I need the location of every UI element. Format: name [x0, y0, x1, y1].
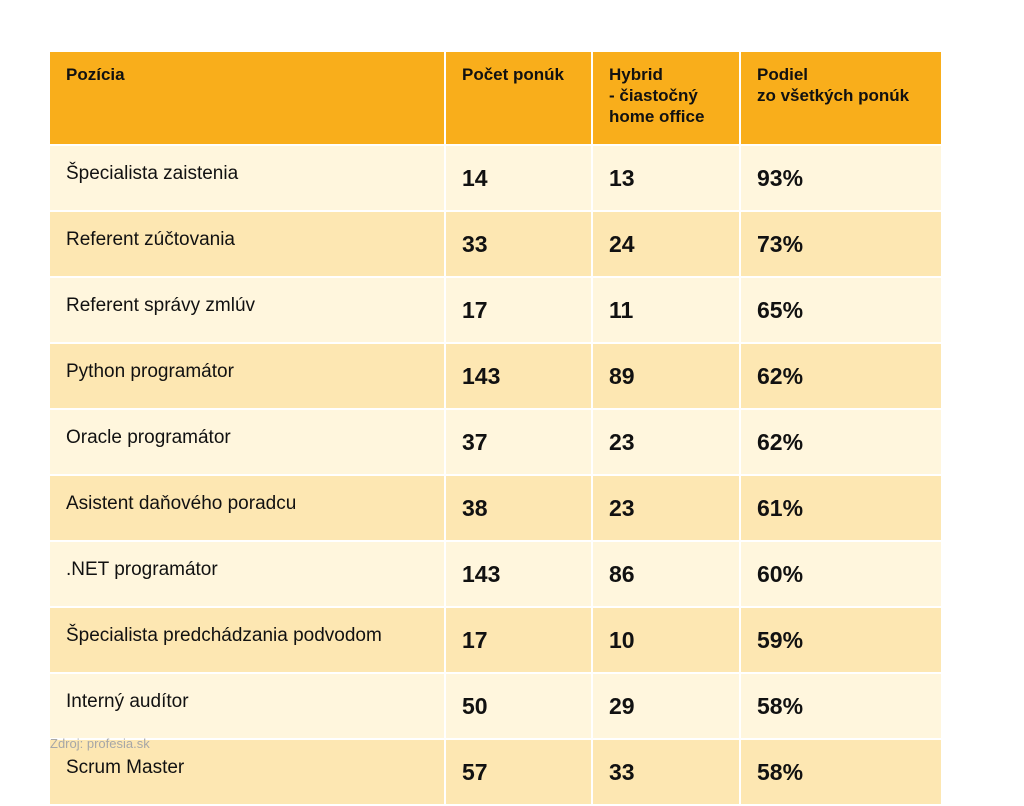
cell-share: 60% — [739, 540, 943, 608]
cell-share: 59% — [739, 606, 943, 674]
cell-offer-count: 14 — [444, 144, 593, 212]
cell-hybrid: 10 — [591, 606, 741, 674]
header-row: Pozícia Počet ponúk Hybrid - čiastočný hom… — [48, 50, 943, 146]
cell-hybrid: 23 — [591, 408, 741, 476]
table-row: .NET programátor 143 86 60% — [48, 540, 943, 608]
table-body: Špecialista zaistenia 14 13 93% Referent zúč… — [48, 144, 943, 806]
table-row: Interný audítor 50 29 58% — [48, 672, 943, 740]
cell-offer-count: 17 — [444, 606, 593, 674]
cell-share: 73% — [739, 210, 943, 278]
cell-position: Špecialista predchádzania podvodom — [48, 606, 446, 674]
cell-hybrid: 24 — [591, 210, 741, 278]
table-row: Oracle programátor 37 23 62% — [48, 408, 943, 476]
cell-share: 93% — [739, 144, 943, 212]
cell-hybrid: 11 — [591, 276, 741, 344]
cell-offer-count: 57 — [444, 738, 593, 806]
cell-offer-count: 50 — [444, 672, 593, 740]
cell-offer-count: 37 — [444, 408, 593, 476]
header-position: Pozícia — [48, 50, 446, 146]
header-offer-count: Počet ponúk — [444, 50, 593, 146]
source-note: Zdroj: profesia.sk — [50, 736, 150, 751]
cell-share: 62% — [739, 408, 943, 476]
cell-share: 58% — [739, 738, 943, 806]
cell-position: Oracle programátor — [48, 408, 446, 476]
cell-position: Asistent daňového poradcu — [48, 474, 446, 542]
cell-hybrid: 33 — [591, 738, 741, 806]
cell-hybrid: 13 — [591, 144, 741, 212]
cell-position: Referent zúčtovania — [48, 210, 446, 278]
cell-offer-count: 17 — [444, 276, 593, 344]
table-row: Referent zúčtovania 33 24 73% — [48, 210, 943, 278]
cell-hybrid: 89 — [591, 342, 741, 410]
cell-share: 65% — [739, 276, 943, 344]
cell-offer-count: 143 — [444, 342, 593, 410]
cell-position: Špecialista zaistenia — [48, 144, 446, 212]
cell-hybrid: 23 — [591, 474, 741, 542]
table-row: Python programátor 143 89 62% — [48, 342, 943, 410]
cell-offer-count: 143 — [444, 540, 593, 608]
cell-hybrid: 29 — [591, 672, 741, 740]
cell-share: 58% — [739, 672, 943, 740]
cell-offer-count: 33 — [444, 210, 593, 278]
cell-share: 62% — [739, 342, 943, 410]
data-table: Pozícia Počet ponúk Hybrid - čiastočný hom… — [48, 50, 943, 806]
header-hybrid: Hybrid - čiastočný home office — [591, 50, 741, 146]
table-row: Asistent daňového poradcu 38 23 61% — [48, 474, 943, 542]
cell-hybrid: 86 — [591, 540, 741, 608]
cell-share: 61% — [739, 474, 943, 542]
header-share: Podiel zo všetkých ponúk — [739, 50, 943, 146]
data-table-container: Pozícia Počet ponúk Hybrid - čiastočný hom… — [48, 50, 943, 806]
table-header: Pozícia Počet ponúk Hybrid - čiastočný hom… — [48, 50, 943, 146]
cell-position: Python programátor — [48, 342, 446, 410]
cell-position: Referent správy zmlúv — [48, 276, 446, 344]
cell-position: .NET programátor — [48, 540, 446, 608]
cell-offer-count: 38 — [444, 474, 593, 542]
table-row: Špecialista predchádzania podvodom 17 10 59… — [48, 606, 943, 674]
table-row: Scrum Master 57 33 58% — [48, 738, 943, 806]
table-row: Referent správy zmlúv 17 11 65% — [48, 276, 943, 344]
cell-position: Interný audítor — [48, 672, 446, 740]
table-row: Špecialista zaistenia 14 13 93% — [48, 144, 943, 212]
